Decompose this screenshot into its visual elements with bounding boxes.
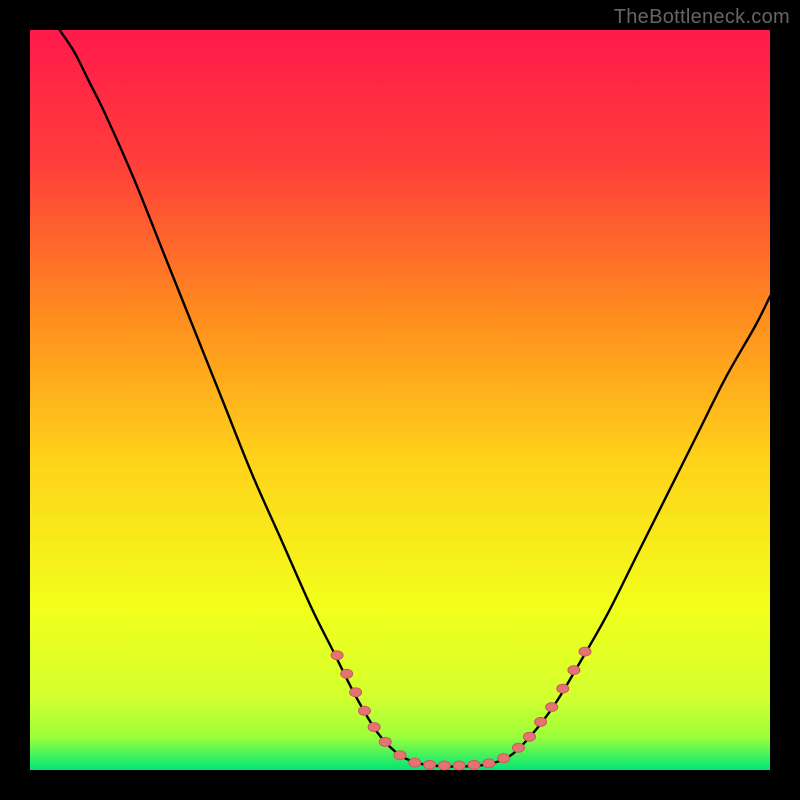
curve-marker (468, 760, 480, 769)
curve-marker (438, 761, 450, 770)
curve-marker (453, 761, 465, 770)
curve-marker (341, 669, 353, 678)
curve-marker (535, 717, 547, 726)
gradient-background (30, 30, 770, 770)
curve-marker (483, 759, 495, 768)
watermark-label: TheBottleneck.com (614, 6, 790, 29)
curve-marker (409, 758, 421, 767)
curve-marker (498, 754, 510, 763)
curve-marker (568, 666, 580, 675)
curve-marker (524, 732, 536, 741)
curve-marker (331, 651, 343, 660)
chart-stage: TheBottleneck.com (0, 0, 800, 800)
curve-marker (424, 760, 436, 769)
curve-marker (394, 751, 406, 760)
curve-marker (579, 647, 591, 656)
curve-marker (512, 743, 524, 752)
curve-marker (368, 723, 380, 732)
curve-marker (358, 706, 370, 715)
bottleneck-chart (0, 0, 800, 800)
curve-marker (379, 737, 391, 746)
curve-marker (557, 684, 569, 693)
curve-marker (546, 703, 558, 712)
curve-marker (350, 688, 362, 697)
